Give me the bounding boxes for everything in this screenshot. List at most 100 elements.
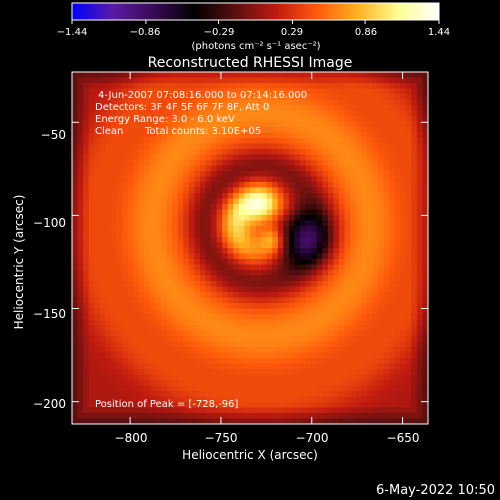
heatmap-cell xyxy=(355,352,362,359)
heatmap-cell xyxy=(205,138,212,145)
heatmap-cell xyxy=(400,253,407,260)
heatmap-cell xyxy=(244,259,251,266)
heatmap-cell xyxy=(194,248,201,255)
heatmap-cell xyxy=(350,319,357,326)
heatmap-cell xyxy=(166,330,173,337)
heatmap-cell xyxy=(194,303,201,310)
heatmap-cell xyxy=(339,385,346,392)
heatmap-cell xyxy=(294,220,301,227)
heatmap-cell xyxy=(88,110,95,117)
heatmap-cell xyxy=(383,132,390,139)
heatmap-cell xyxy=(183,402,190,409)
heatmap-cell xyxy=(149,330,157,337)
heatmap-cell xyxy=(305,385,312,392)
heatmap-cell xyxy=(99,121,106,128)
heatmap-cell xyxy=(149,182,157,189)
heatmap-cell xyxy=(283,248,290,255)
heatmap-cell xyxy=(83,347,90,354)
heatmap-cell xyxy=(211,413,218,420)
heatmap-cell xyxy=(294,165,301,172)
heatmap-cell xyxy=(205,193,212,200)
heatmap-cell xyxy=(166,182,173,189)
heatmap-cell xyxy=(300,138,307,145)
heatmap-cell xyxy=(311,220,318,227)
heatmap-cell xyxy=(272,88,279,95)
heatmap-cell xyxy=(283,242,290,249)
heatmap-cell xyxy=(238,341,246,348)
heatmap-cell xyxy=(339,292,346,299)
heatmap-cell xyxy=(161,336,168,343)
heatmap-cell xyxy=(389,336,396,343)
heatmap-cell xyxy=(172,72,179,79)
heatmap-cell xyxy=(133,275,140,282)
heatmap-cell xyxy=(288,341,296,348)
heatmap-cell xyxy=(244,138,251,145)
heatmap-cell xyxy=(361,314,368,321)
heatmap-cell xyxy=(177,149,184,156)
heatmap-cell xyxy=(405,347,412,354)
heatmap-cell xyxy=(99,369,106,376)
heatmap-cell xyxy=(94,138,101,145)
heatmap-cell xyxy=(133,105,140,112)
heatmap-cell xyxy=(155,116,162,123)
heatmap-cell xyxy=(355,402,362,409)
heatmap-cell xyxy=(144,270,151,277)
heatmap-cell xyxy=(250,264,257,271)
heatmap-cell xyxy=(105,132,112,139)
heatmap-cell xyxy=(144,413,151,420)
heatmap-cell xyxy=(288,319,296,326)
heatmap-cell xyxy=(244,110,251,117)
heatmap-cell xyxy=(277,418,284,424)
heatmap-cell xyxy=(422,418,428,424)
heatmap-cell xyxy=(383,171,390,178)
heatmap-cell xyxy=(222,187,229,194)
heatmap-cell xyxy=(255,297,262,304)
heatmap-cell xyxy=(127,347,134,354)
heatmap-cell xyxy=(277,286,284,293)
heatmap-cell xyxy=(355,182,362,189)
heatmap-cell xyxy=(183,171,190,178)
heatmap-cell xyxy=(227,215,234,222)
heatmap-cell xyxy=(361,149,368,156)
heatmap-cell xyxy=(405,149,412,156)
heatmap-cell xyxy=(116,187,123,194)
heatmap-cell xyxy=(133,347,140,354)
heatmap-cell xyxy=(149,325,157,332)
heatmap-cell xyxy=(94,330,101,337)
heatmap-cell xyxy=(222,209,229,216)
heatmap-cell xyxy=(211,369,218,376)
heatmap-cell xyxy=(366,121,373,128)
heatmap-cell xyxy=(72,374,79,381)
heatmap-cell xyxy=(94,198,101,205)
heatmap-cell xyxy=(377,374,385,381)
heatmap-cell xyxy=(105,330,112,337)
heatmap-cell xyxy=(238,358,246,365)
heatmap-cell xyxy=(383,116,390,123)
heatmap-cell xyxy=(88,363,95,370)
heatmap-cell xyxy=(311,242,318,249)
heatmap-cell xyxy=(327,176,335,183)
heatmap-cell xyxy=(389,226,396,233)
heatmap-cell xyxy=(244,215,251,222)
heatmap-cell xyxy=(255,303,262,310)
heatmap-cell xyxy=(83,171,90,178)
heatmap-cell xyxy=(316,391,323,398)
heatmap-cell xyxy=(372,413,379,420)
heatmap-cell xyxy=(144,198,151,205)
heatmap-cell xyxy=(110,94,118,101)
heatmap-cell xyxy=(233,83,240,90)
heatmap-cell xyxy=(138,275,145,282)
heatmap-cell xyxy=(233,314,240,321)
heatmap-cell xyxy=(183,237,190,244)
heatmap-cell xyxy=(172,341,179,348)
heatmap-cell xyxy=(188,385,195,392)
heatmap-cell xyxy=(255,413,262,420)
heatmap-cell xyxy=(205,407,212,414)
heatmap-cell xyxy=(244,396,251,403)
heatmap-cell xyxy=(244,231,251,238)
heatmap-cell xyxy=(250,374,257,381)
heatmap-cell xyxy=(250,72,257,79)
heatmap-cell xyxy=(411,209,418,216)
heatmap-cell xyxy=(227,154,234,161)
heatmap-cell xyxy=(305,72,312,79)
